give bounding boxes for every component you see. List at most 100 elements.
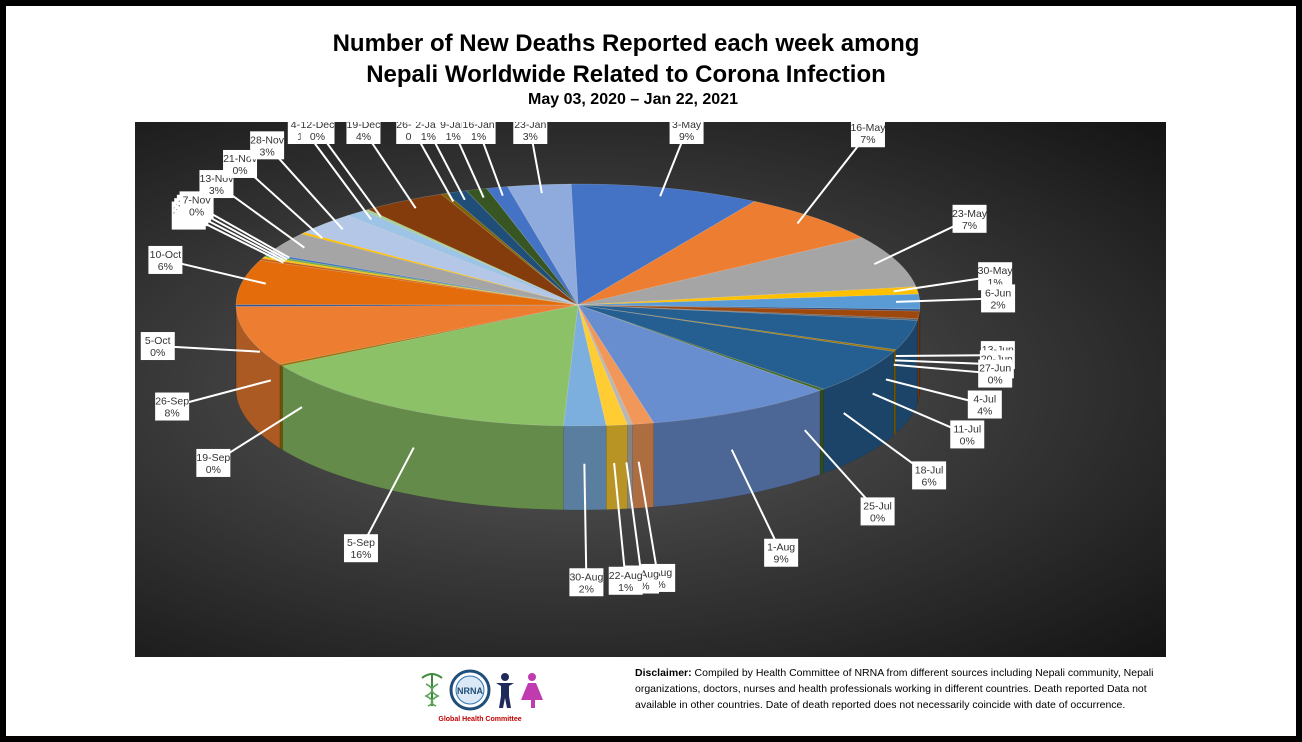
plot-area: 3-May 9% 16-May 7% 23-May 7% 30-May 1% 6-Jun 2% 13… bbox=[135, 122, 1166, 657]
data-label-percent: 0% bbox=[150, 347, 165, 359]
data-label-category: 3-May bbox=[672, 122, 702, 131]
pie-chart: 3-May9%16-May7%23-May7%30-May1%6-Jun2%13… bbox=[140, 122, 1016, 597]
data-label-category: 9-Jan bbox=[440, 122, 466, 131]
pie-slice-side-8-Aug bbox=[632, 422, 654, 509]
pie-slice-4-Jul bbox=[577, 304, 918, 351]
leader-line-6-Jun bbox=[895, 297, 999, 303]
pie-top-layer bbox=[235, 183, 921, 427]
data-label-category: 30-Aug bbox=[569, 571, 603, 583]
caduceus-icon bbox=[421, 673, 443, 707]
leader-line-1-Aug bbox=[730, 449, 783, 554]
pie-slice-19-Dec bbox=[367, 193, 579, 306]
pie-slice-9-Jan bbox=[465, 188, 579, 306]
woman-icon bbox=[521, 673, 543, 708]
data-label-category: 16-Jan bbox=[463, 122, 495, 131]
figure-frame: Number of New Deaths Reported each week … bbox=[6, 6, 1296, 736]
leader-line-30-Aug bbox=[583, 463, 588, 583]
data-label-percent: 8% bbox=[165, 408, 180, 420]
data-label-category: 26-Sep bbox=[155, 396, 189, 408]
data-label-percent: 7% bbox=[860, 134, 875, 146]
pie-slice-5-Sep bbox=[281, 304, 579, 427]
data-label-category: 27-Jun bbox=[979, 363, 1011, 375]
data-label-box bbox=[148, 245, 183, 274]
data-label-percent: 4% bbox=[977, 406, 992, 418]
disclaimer-text: Compiled by Health Committee of NRNA fro… bbox=[635, 667, 1154, 711]
data-label-category: 4-Jul bbox=[973, 394, 996, 406]
data-label-percent: 3% bbox=[523, 131, 538, 143]
pie-slice-25-Jul bbox=[577, 304, 825, 391]
data-label-category: 22-Aug bbox=[609, 570, 643, 582]
data-label-box bbox=[912, 461, 947, 490]
data-label-box bbox=[981, 284, 1016, 313]
data-label-box bbox=[346, 122, 381, 144]
data-label-category: 30-May bbox=[978, 265, 1014, 277]
pie-slice-23-May bbox=[577, 237, 917, 306]
data-label-box bbox=[155, 392, 190, 421]
data-label-category: 16-May bbox=[850, 122, 886, 134]
chart-title: Number of New Deaths Reported each week … bbox=[6, 28, 1246, 90]
data-label-percent: 3% bbox=[260, 146, 275, 158]
data-label-percent: 0% bbox=[189, 206, 204, 218]
chart-title-line1: Number of New Deaths Reported each week … bbox=[332, 30, 920, 57]
leader-line-5-Oct bbox=[157, 345, 260, 353]
logo-org-text: NRNA bbox=[457, 686, 483, 696]
data-label-box bbox=[860, 497, 895, 526]
data-label-category: 18-Jul bbox=[915, 464, 944, 476]
data-label-percent: 9% bbox=[679, 131, 694, 143]
data-label-percent: 6% bbox=[922, 476, 937, 488]
data-label-percent: 0% bbox=[988, 375, 1003, 387]
data-label-percent: 0% bbox=[960, 435, 975, 447]
data-label-box bbox=[140, 332, 175, 361]
logo-caption: Global Health Committee bbox=[438, 716, 522, 723]
data-label-category: 23-Jan bbox=[514, 122, 546, 131]
pie-slice-24-Oct bbox=[259, 258, 579, 306]
pie-slice-side-25-Jul bbox=[819, 388, 824, 475]
data-label-percent: 1% bbox=[446, 131, 461, 143]
data-label-box bbox=[608, 566, 643, 595]
data-label-percent: 6% bbox=[158, 261, 173, 273]
pie-slice-26-Sep bbox=[235, 304, 579, 365]
data-label-category: 11-Jul bbox=[953, 423, 981, 435]
data-label-box bbox=[343, 534, 378, 563]
pie-slice-8-Aug bbox=[577, 304, 655, 425]
data-label-box bbox=[669, 122, 704, 144]
chart-title-line2: Nepali Worldwide Related to Corona Infec… bbox=[366, 61, 886, 88]
data-label-category: 5-Sep bbox=[347, 537, 375, 549]
data-label-box bbox=[300, 122, 335, 144]
pie-slice-13-Jun bbox=[577, 304, 921, 312]
data-label-percent: 0% bbox=[870, 512, 885, 524]
pie-slice-3-May bbox=[570, 183, 756, 306]
globe-icon: NRNA bbox=[449, 669, 491, 711]
data-label-box bbox=[513, 122, 548, 144]
pie-slice-30-May bbox=[577, 286, 919, 306]
leader-line-8-Aug bbox=[637, 461, 660, 579]
leader-line-5-Sep bbox=[360, 447, 415, 549]
pie-slice-side-11-Jul bbox=[893, 349, 897, 437]
leader-line-22-Aug bbox=[613, 462, 627, 581]
data-label-percent: 4% bbox=[356, 131, 371, 143]
pie-slice-side-19-Sep bbox=[279, 363, 283, 451]
data-label-percent: 9% bbox=[774, 554, 789, 566]
data-labels-layer: 3-May9%16-May7%23-May7%30-May1%6-Jun2%13… bbox=[140, 122, 1016, 597]
leader-lines-layer bbox=[157, 129, 999, 583]
pie-slice-27-Jun bbox=[577, 304, 919, 321]
data-label-box bbox=[250, 131, 285, 160]
data-label-box bbox=[978, 359, 1013, 388]
pie-slice-22-Aug bbox=[577, 304, 628, 426]
logo-graphic: NRNA bbox=[421, 669, 543, 711]
data-label-box bbox=[967, 390, 1002, 419]
data-label-percent: 16% bbox=[350, 549, 371, 561]
leader-line-15-Aug bbox=[625, 462, 643, 580]
